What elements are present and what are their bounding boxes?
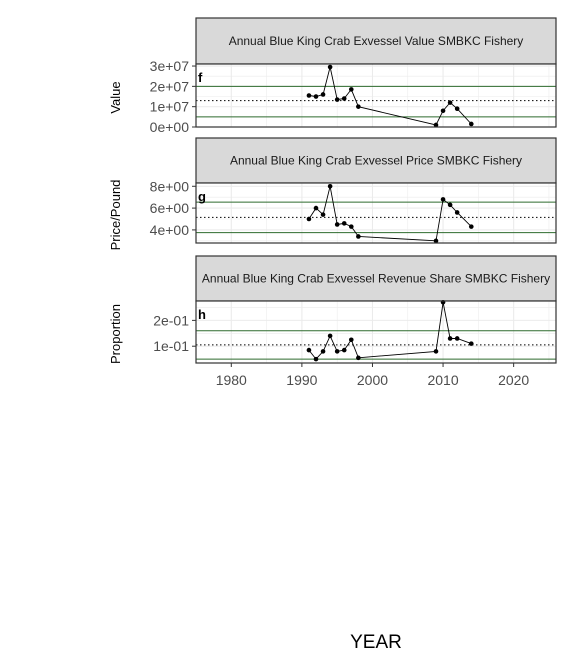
data-point <box>327 64 333 70</box>
y-tick-label: 0e+00 <box>150 119 190 135</box>
data-point <box>454 336 460 341</box>
data-point <box>447 202 453 208</box>
data-point <box>327 333 333 339</box>
data-point <box>341 347 347 353</box>
x-tick-label: 2000 <box>357 372 388 388</box>
data-point <box>433 349 439 354</box>
data-point <box>356 355 361 361</box>
data-point <box>320 212 326 217</box>
data-point <box>356 234 361 239</box>
x-axis: 1980 1990 2000 2010 2020 <box>216 363 529 388</box>
data-point <box>320 92 326 97</box>
x-tick-label: 1990 <box>286 372 317 388</box>
y-axis-title: Value <box>108 81 123 113</box>
panel-tag: h <box>198 307 206 322</box>
y-tick-label: 2e+07 <box>150 78 190 94</box>
data-point <box>334 97 340 102</box>
data-point <box>306 93 312 98</box>
chart-panels: Annual Blue King Crab Exvessel Value SMB… <box>108 17 557 364</box>
data-point <box>313 356 319 362</box>
panel-border <box>195 63 557 128</box>
data-point <box>454 106 460 112</box>
strip-background <box>195 137 557 184</box>
data-point <box>341 221 347 226</box>
panel-title: Annual Blue King Crab Exvessel Price SMB… <box>230 154 522 168</box>
data-point <box>468 121 474 127</box>
panel-title: Annual Blue King Crab Exvessel Revenue S… <box>202 272 550 286</box>
plot-background <box>196 64 556 127</box>
panel-tag: g <box>198 189 206 204</box>
y-tick-label: 4e+00 <box>150 222 190 238</box>
panel-tag: f <box>198 70 203 85</box>
strip-background <box>195 255 557 302</box>
data-point <box>468 341 474 346</box>
data-point <box>454 210 460 215</box>
data-point <box>320 349 326 354</box>
data-point <box>334 222 340 227</box>
data-point <box>327 183 333 189</box>
strip-background <box>195 17 557 65</box>
data-point <box>341 96 347 101</box>
gridlines <box>195 301 556 363</box>
x-tick-label: 2020 <box>498 372 529 388</box>
y-tick-label: 6e+00 <box>150 200 190 216</box>
y-axis-title: Proportion <box>108 304 123 364</box>
data-point <box>433 122 439 128</box>
data-point <box>334 349 340 354</box>
x-axis-title: YEAR <box>350 632 402 653</box>
data-point <box>356 104 361 109</box>
data-point <box>440 197 446 202</box>
data-point <box>468 224 474 229</box>
data-point <box>306 347 312 353</box>
data-point <box>433 238 439 244</box>
y-axis-title: Price/Pound <box>108 180 123 251</box>
y-tick-label: 2e-01 <box>153 312 189 328</box>
x-tick-label: 1980 <box>216 372 247 388</box>
x-tick-label: 2010 <box>427 372 458 388</box>
data-point <box>313 94 319 99</box>
data-point <box>447 336 453 341</box>
panel-f: Annual Blue King Crab Exvessel Value SMB… <box>108 17 557 135</box>
data-point <box>348 337 354 343</box>
data-point <box>348 87 354 92</box>
y-tick-label: 1e+07 <box>150 99 190 115</box>
data-point <box>348 224 354 229</box>
panel-title: Annual Blue King Crab Exvessel Value SMB… <box>229 34 524 48</box>
data-point <box>306 216 312 222</box>
panel-g: Annual Blue King Crab Exvessel Price SMB… <box>108 137 557 251</box>
y-tick-label: 3e+07 <box>150 58 190 74</box>
data-point <box>440 108 446 114</box>
plot-background <box>196 183 556 243</box>
data-point <box>447 100 453 105</box>
panel-border <box>195 300 557 364</box>
y-tick-label: 8e+00 <box>150 178 190 194</box>
panel-h: Annual Blue King Crab Exvessel Revenue S… <box>108 255 557 364</box>
panel-border <box>195 182 557 244</box>
data-point <box>313 205 319 211</box>
plot-background <box>196 301 556 363</box>
y-tick-label: 1e-01 <box>153 338 189 354</box>
